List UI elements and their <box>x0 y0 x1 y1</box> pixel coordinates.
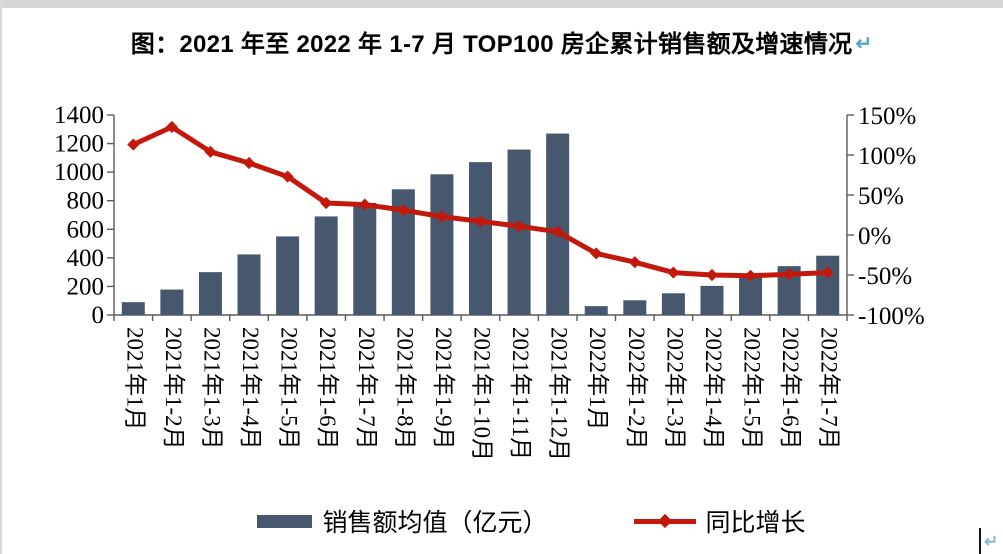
x-axis-label: 2021年1-7月 <box>354 327 379 450</box>
line-marker <box>358 198 371 211</box>
bar <box>584 306 608 315</box>
bar <box>777 266 801 315</box>
bar <box>314 216 338 315</box>
line-marker <box>127 138 140 151</box>
bar <box>198 272 222 315</box>
right-axis-tick-label: -50% <box>858 263 912 290</box>
bar <box>700 285 724 315</box>
left-axis-tick-label: 800 <box>67 188 105 215</box>
line-series-swatch-icon <box>633 513 696 528</box>
line-marker <box>242 156 256 170</box>
left-axis-tick-label: 1400 <box>54 102 104 129</box>
line-marker <box>281 170 294 183</box>
x-axis-label: 2022年1-4月 <box>701 327 726 450</box>
x-axis-label: 2022年1-2月 <box>624 327 649 450</box>
left-axis-tick-label: 600 <box>67 216 105 243</box>
x-axis-label: 2021年1-3月 <box>199 327 224 450</box>
x-axis-label: 2021年1-4月 <box>238 327 263 450</box>
line-marker <box>435 210 449 223</box>
line-marker <box>474 215 487 228</box>
bar <box>276 236 300 315</box>
bar <box>469 162 492 315</box>
left-axis-tick-label: 200 <box>67 273 105 300</box>
x-axis-label: 2021年1-8月 <box>392 327 417 450</box>
bar <box>507 149 531 315</box>
chart-title-row: 图：2021 年至 2022 年 1-7 月 TOP100 房企累计销售额及增速… <box>0 24 1003 59</box>
x-axis-label: 2021年1-11月 <box>508 327 533 460</box>
x-axis-label: 2022年1-3月 <box>662 327 687 450</box>
line-marker <box>320 196 333 210</box>
left-axis-tick-label: 400 <box>67 245 105 272</box>
page-left-border <box>0 0 2 554</box>
bar <box>661 293 685 315</box>
right-axis-tick-label: 100% <box>858 143 916 170</box>
frame-corner-line <box>979 528 981 554</box>
x-axis-label: 2022年1-7月 <box>817 327 842 450</box>
right-axis-tick-label: -100% <box>858 303 925 330</box>
left-axis-tick-label: 1200 <box>54 131 104 158</box>
bar <box>739 277 763 315</box>
x-axis-label: 2022年1-5月 <box>740 327 765 450</box>
bar <box>816 255 840 315</box>
x-axis-label: 2021年1-12月 <box>547 327 572 461</box>
x-axis-label: 2021年1-10月 <box>470 327 495 461</box>
line-marker <box>628 256 641 269</box>
left-axis-tick-label: 1000 <box>54 159 104 186</box>
bar <box>237 254 261 315</box>
corner-return-icon: ↵ <box>984 532 999 551</box>
right-axis-tick-label: 150% <box>858 103 916 130</box>
bar <box>430 174 454 315</box>
paragraph-return-icon: ↵ <box>855 33 873 55</box>
line-marker <box>204 145 217 158</box>
x-axis-label: 2021年1-2月 <box>161 327 186 450</box>
bar <box>623 300 647 315</box>
bar <box>546 133 570 315</box>
legend-item-yoy-growth: 同比增长 <box>633 503 806 539</box>
line-marker <box>705 268 719 282</box>
x-axis-label: 2022年1-6月 <box>778 327 803 450</box>
left-axis-tick-label: 0 <box>92 302 105 329</box>
x-axis-label: 2022年1月 <box>585 327 610 431</box>
legend-item-sales-average: 销售额均值（亿元） <box>257 503 548 539</box>
right-axis-tick-label: 0% <box>858 223 891 250</box>
x-axis-label: 2021年1-9月 <box>431 327 456 450</box>
bar <box>391 189 415 315</box>
legend-label-yoy-growth: 同比增长 <box>705 510 806 537</box>
x-axis-label: 2021年1-5月 <box>277 327 302 450</box>
line-marker <box>165 120 178 134</box>
page-top-border <box>0 0 1003 8</box>
bar <box>121 302 145 315</box>
right-axis-tick-label: 50% <box>858 183 904 210</box>
line-marker <box>397 204 410 217</box>
x-axis-label: 2021年1月 <box>122 327 147 431</box>
chart-title: 图：2021 年至 2022 年 1-7 月 TOP100 房企累计销售额及增速… <box>130 31 853 58</box>
line-marker <box>667 266 680 279</box>
chart-legend: 销售额均值（亿元） 同比增长 <box>30 503 1003 539</box>
x-axis-label: 2021年1-6月 <box>315 327 340 450</box>
bar-series-swatch-icon <box>257 514 313 528</box>
legend-label-sales-average: 销售额均值（亿元） <box>322 510 548 537</box>
diamond-marker-icon <box>657 513 672 528</box>
bar <box>160 289 184 315</box>
bar <box>353 202 377 315</box>
